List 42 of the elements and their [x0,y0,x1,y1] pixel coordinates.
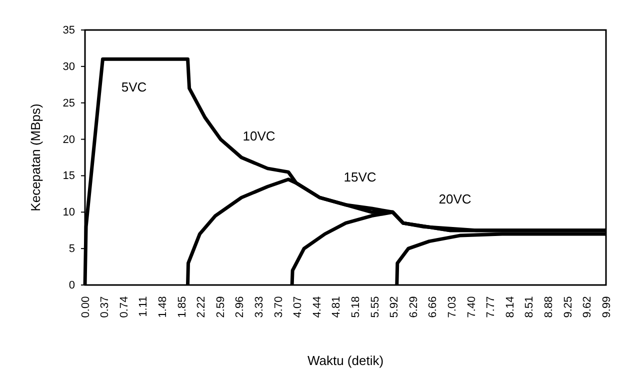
x-tick-label: 3.33 [254,296,266,318]
x-tick-label: 1.85 [176,296,188,318]
annotation: 20VC [438,191,472,206]
x-tick-label: 0.00 [80,296,92,318]
x-tick-label: 5.18 [350,296,362,318]
annotation: 10VC [242,128,276,144]
x-tick-label: 9.25 [562,296,574,318]
x-tick-label: 8.51 [524,296,536,318]
x-tick-label: 9.62 [582,296,594,318]
x-tick-label: 8.14 [504,296,516,318]
x-tick-label: 4.07 [292,296,304,318]
y-tick-label: 25 [62,97,75,110]
annotation: 15VC [344,169,376,184]
x-tick-label: 2.96 [234,296,246,318]
x-tick-label: 0.37 [99,296,112,318]
x-tick-label: 2.59 [214,296,227,318]
x-tick-label: 1.48 [157,296,170,318]
y-tick-label: 30 [62,60,75,73]
x-tick-label: 0.74 [118,296,130,318]
x-tick-label: 8.88 [542,296,555,318]
y-tick-label: 0 [68,280,75,292]
y-tick-label: 35 [62,24,75,37]
x-tick-label: 2.22 [196,296,208,318]
x-tick-label: 6.66 [427,296,440,318]
x-tick-label: 4.44 [311,296,324,318]
x-tick-label: 5.55 [369,296,382,318]
x-tick-label: 7.77 [485,296,498,318]
x-tick-label: 9.99 [600,296,613,318]
x-axis-title: Waktu (detik) [307,353,384,368]
y-axis-title: Kecepatan (MBps) [28,104,43,212]
x-tick-label: 6.29 [408,296,420,318]
x-tick-label: 7.40 [466,296,478,318]
x-tick-label: 3.70 [272,296,285,318]
y-tick-label: 20 [62,134,75,146]
y-tick-label: 15 [62,170,75,182]
x-tick-label: 4.81 [330,296,343,318]
annotation: 5VC [121,79,147,94]
x-tick-label: 1.11 [138,296,150,317]
y-tick-label: 10 [62,206,75,219]
x-tick-label: 5.92 [388,296,401,318]
y-tick-label: 5 [68,243,75,256]
x-tick-label: 7.03 [446,296,458,318]
